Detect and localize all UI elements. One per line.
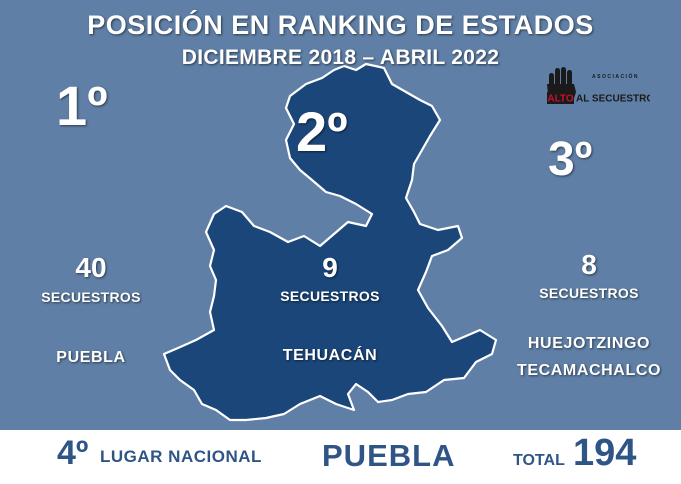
total-label: TOTAL: [513, 452, 565, 469]
rank-2-unit: SECUESTROS: [280, 288, 380, 304]
title-line-1: POSICIÓN EN RANKING DE ESTADOS: [87, 10, 594, 40]
puebla-map-shape: [162, 62, 498, 422]
total-value: 194: [573, 432, 637, 474]
rank-1-label: 1º: [56, 74, 108, 137]
national-rank: 4º: [57, 434, 89, 472]
title-line-2: DICIEMBRE 2018 – ABRIL 2022: [181, 46, 500, 69]
rank-2-label: 2º: [296, 100, 348, 163]
rank-1-unit: SECUESTROS: [41, 289, 141, 305]
puebla-state-map: [162, 62, 498, 422]
alto-al-secuestro-logo: ASOCIACIÓN ALTO AL SECUESTRO: [547, 67, 650, 105]
footer-bar: 4º LUGAR NACIONAL PUEBLA TOTAL 194: [0, 430, 681, 484]
rank-1-place: PUEBLA: [56, 349, 126, 366]
logo-word2: AL SECUESTRO: [576, 94, 650, 105]
rank-3-place-line-1: HUEJOTZINGO: [527, 335, 651, 352]
logo-word1-box: [547, 92, 574, 104]
national-rank-label: LUGAR NACIONAL: [100, 447, 262, 466]
rank-2-place: TEHUACÁN: [282, 347, 378, 364]
rank-3-place-line-2: TECAMACHALCO: [516, 362, 662, 379]
rank-3-count: 8: [581, 249, 597, 280]
rank-3-unit: SECUESTROS: [539, 285, 639, 301]
rank-3-label: 3º: [548, 133, 593, 186]
logo-top-text: ASOCIACIÓN: [592, 72, 639, 80]
rank-1-count: 40: [75, 252, 107, 283]
rank-2-count: 9: [322, 252, 338, 283]
logo-word1: ALTO: [547, 94, 574, 105]
footer-state-name: PUEBLA: [322, 438, 456, 473]
